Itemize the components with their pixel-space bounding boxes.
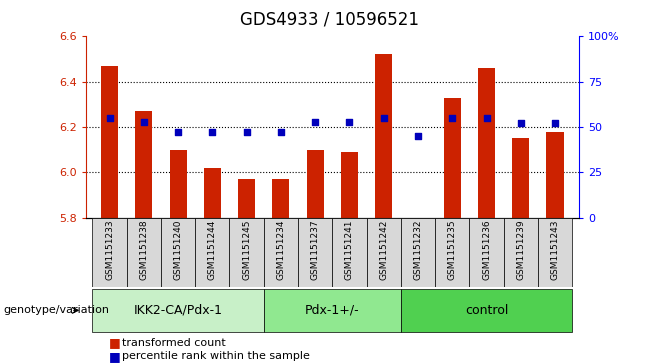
- Bar: [238, 179, 255, 218]
- Text: ■: ■: [109, 350, 120, 363]
- Bar: [136, 111, 153, 218]
- Text: GSM1151241: GSM1151241: [345, 220, 354, 280]
- Text: IKK2-CA/Pdx-1: IKK2-CA/Pdx-1: [134, 304, 222, 317]
- Bar: [126, 218, 161, 287]
- Bar: [264, 289, 401, 332]
- Bar: [435, 218, 469, 287]
- Point: [344, 119, 355, 125]
- Bar: [298, 218, 332, 287]
- Text: GSM1151232: GSM1151232: [413, 220, 422, 280]
- Bar: [512, 138, 529, 218]
- Text: GSM1151243: GSM1151243: [551, 220, 559, 280]
- Bar: [443, 98, 461, 218]
- Text: GSM1151234: GSM1151234: [276, 220, 286, 280]
- Text: GSM1151242: GSM1151242: [379, 220, 388, 280]
- Point: [378, 115, 389, 121]
- Bar: [478, 68, 495, 218]
- Bar: [170, 150, 187, 218]
- Text: percentile rank within the sample: percentile rank within the sample: [122, 351, 310, 362]
- Bar: [469, 218, 503, 287]
- Bar: [92, 218, 126, 287]
- Bar: [375, 54, 392, 218]
- Point: [207, 130, 218, 135]
- Point: [241, 130, 252, 135]
- Point: [481, 115, 492, 121]
- Text: GSM1151238: GSM1151238: [139, 220, 148, 281]
- Text: GSM1151239: GSM1151239: [517, 220, 525, 281]
- Bar: [332, 218, 367, 287]
- Text: Pdx-1+/-: Pdx-1+/-: [305, 304, 360, 317]
- Bar: [401, 218, 435, 287]
- Bar: [401, 289, 572, 332]
- Bar: [367, 218, 401, 287]
- Text: genotype/variation: genotype/variation: [3, 305, 109, 315]
- Bar: [341, 152, 358, 218]
- Bar: [503, 218, 538, 287]
- Text: GSM1151244: GSM1151244: [208, 220, 217, 280]
- Bar: [547, 131, 564, 218]
- Text: GSM1151236: GSM1151236: [482, 220, 491, 281]
- Text: transformed count: transformed count: [122, 338, 226, 348]
- Bar: [101, 66, 118, 218]
- Point: [104, 115, 114, 121]
- Bar: [264, 218, 298, 287]
- Text: control: control: [465, 304, 508, 317]
- Point: [413, 133, 423, 139]
- Text: GSM1151237: GSM1151237: [311, 220, 320, 281]
- Text: GSM1151245: GSM1151245: [242, 220, 251, 280]
- Text: GSM1151235: GSM1151235: [447, 220, 457, 281]
- Point: [173, 130, 184, 135]
- Point: [276, 130, 286, 135]
- Point: [447, 115, 457, 121]
- Bar: [272, 179, 290, 218]
- Point: [550, 121, 561, 126]
- Text: GSM1151240: GSM1151240: [174, 220, 182, 280]
- Bar: [195, 218, 230, 287]
- Text: GSM1151233: GSM1151233: [105, 220, 114, 281]
- Text: GDS4933 / 10596521: GDS4933 / 10596521: [240, 11, 418, 29]
- Bar: [230, 218, 264, 287]
- Text: ■: ■: [109, 337, 120, 350]
- Bar: [161, 218, 195, 287]
- Bar: [307, 150, 324, 218]
- Point: [310, 119, 320, 125]
- Bar: [204, 168, 221, 218]
- Point: [515, 121, 526, 126]
- Point: [139, 119, 149, 125]
- Bar: [538, 218, 572, 287]
- Bar: [92, 289, 264, 332]
